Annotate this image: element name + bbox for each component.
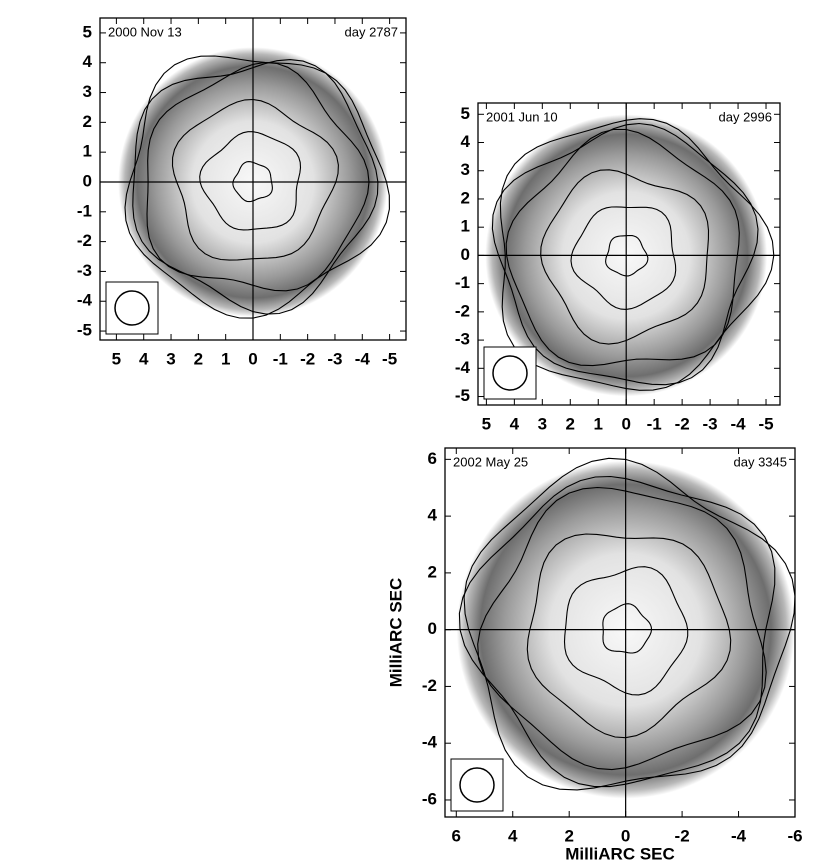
beam-box: [483, 346, 537, 400]
y-tick-label: -5: [455, 386, 470, 405]
y-tick-label: 2: [83, 112, 92, 131]
beam-box: [105, 281, 159, 335]
day-label: day 2996: [719, 109, 773, 124]
y-tick-label: -4: [422, 733, 438, 752]
x-tick-label: -4: [730, 414, 746, 433]
x-tick-label: 0: [248, 349, 257, 368]
x-tick-label: -2: [300, 349, 315, 368]
day-label: day 2787: [345, 24, 399, 39]
beam: [492, 355, 528, 391]
x-tick-label: 2: [564, 826, 573, 845]
x-tick-label: 3: [538, 414, 547, 433]
x-tick-label: 1: [594, 414, 603, 433]
x-tick-label: -2: [675, 826, 690, 845]
y-tick-label: 2: [461, 188, 470, 207]
frame: [444, 447, 796, 818]
y-tick-label: 3: [461, 160, 470, 179]
x-tick-label: -1: [647, 414, 662, 433]
y-tick-label: 6: [428, 449, 437, 468]
image-area: [100, 18, 406, 340]
x-tick-label: 1: [221, 349, 230, 368]
beam-box: [450, 758, 504, 812]
x-tick-label: 2: [194, 349, 203, 368]
x-tick-label: 4: [510, 414, 520, 433]
x-tick-label: -3: [327, 349, 342, 368]
x-tick-label: -5: [382, 349, 397, 368]
y-axis-label: MilliARC SEC: [386, 578, 405, 688]
x-tick-label: 5: [112, 349, 121, 368]
x-tick-label: 0: [621, 826, 630, 845]
y-tick-label: -3: [455, 330, 470, 349]
y-tick-label: 4: [83, 52, 93, 71]
x-tick-label: -6: [787, 826, 802, 845]
y-tick-label: 0: [461, 245, 470, 264]
day-label: day 3345: [734, 454, 788, 469]
x-tick-label: 2: [566, 414, 575, 433]
date-label: 2000 Nov 13: [108, 24, 182, 39]
beam: [459, 767, 495, 803]
y-tick-label: 4: [461, 132, 471, 151]
y-tick-label: 5: [461, 104, 470, 123]
panel: 2002 May 25 day 3345 6 4 2 0 -2 -4 -6 6 4 2 0 -2 -4 -6 M…: [386, 447, 803, 863]
y-tick-label: 0: [83, 171, 92, 190]
y-tick-label: 2: [428, 562, 437, 581]
y-tick-label: 4: [428, 506, 438, 525]
y-tick-label: -4: [455, 358, 471, 377]
x-tick-label: -4: [731, 826, 747, 845]
y-tick-label: -6: [422, 789, 437, 808]
y-tick-label: -1: [455, 273, 470, 292]
x-tick-label: 6: [452, 826, 461, 845]
y-tick-label: -5: [77, 321, 92, 340]
y-tick-label: 0: [428, 619, 437, 638]
x-tick-label: 0: [621, 414, 630, 433]
frame: [477, 102, 781, 406]
date-label: 2002 May 25: [453, 454, 528, 469]
x-tick-label: 4: [508, 826, 518, 845]
y-tick-label: -4: [77, 291, 93, 310]
x-tick-label: -2: [675, 414, 690, 433]
x-tick-label: -4: [355, 349, 371, 368]
y-tick-label: -3: [77, 261, 92, 280]
image-area: [445, 448, 795, 817]
date-label: 2001 Jun 10: [486, 109, 558, 124]
y-tick-label: -2: [455, 301, 470, 320]
y-tick-label: -1: [77, 201, 92, 220]
y-tick-label: 3: [83, 82, 92, 101]
beam: [114, 290, 150, 326]
x-tick-label: 4: [139, 349, 149, 368]
image-area: [478, 103, 780, 405]
y-tick-label: 1: [461, 217, 470, 236]
x-tick-label: -3: [703, 414, 718, 433]
x-tick-label: -1: [273, 349, 288, 368]
x-tick-label: 3: [166, 349, 175, 368]
y-tick-label: 5: [83, 22, 92, 41]
x-tick-label: 5: [482, 414, 491, 433]
y-tick-label: 1: [83, 142, 92, 161]
x-tick-label: -5: [758, 414, 773, 433]
y-tick-label: -2: [422, 676, 437, 695]
x-axis-label: MilliARC SEC: [565, 844, 675, 863]
y-tick-label: -2: [77, 231, 92, 250]
